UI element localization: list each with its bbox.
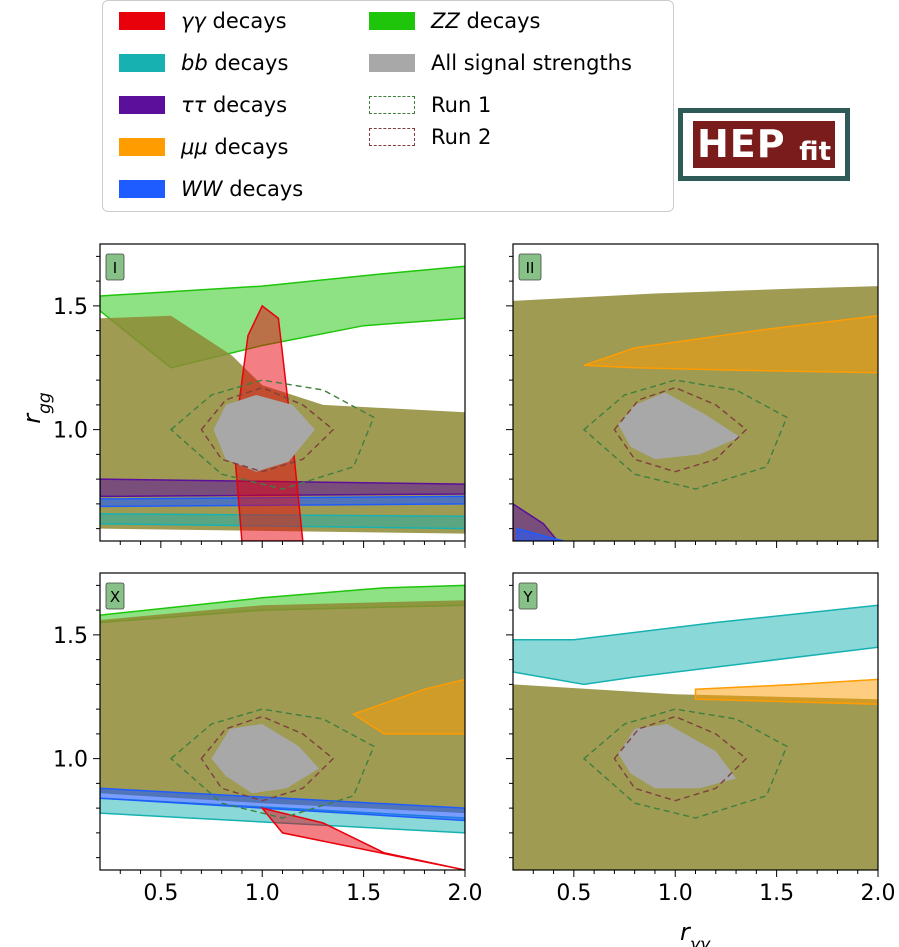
- legend: γγ decays bb decays ττ decays μμ decays …: [102, 0, 674, 212]
- panel-label: I: [113, 259, 117, 277]
- region-ww: [516, 527, 564, 541]
- region-all: [618, 392, 741, 460]
- y-tick-label: 1.5: [53, 624, 88, 649]
- x-tick-label: 0.5: [556, 881, 591, 906]
- legend-swatch-zz: [369, 12, 415, 30]
- panel-x-regions: [100, 584, 465, 870]
- contour-run2: [200, 386, 335, 473]
- panel-ii: II: [506, 243, 879, 548]
- x-tick-label: 2.0: [861, 881, 896, 906]
- legend-item-ww: WW decays: [119, 175, 303, 203]
- legend-item-tautau: ττ decays: [119, 91, 287, 119]
- panel-label-badge: [105, 253, 125, 281]
- contour-run1: [169, 379, 375, 490]
- region-all: [211, 724, 319, 794]
- legend-swatch-gg: [119, 12, 165, 30]
- legend-item-zz: ZZ decays: [369, 7, 541, 35]
- legend-label-mumu-italic: μμ: [181, 135, 208, 159]
- legend-swatch-run2: [369, 128, 415, 146]
- legend-item-gg: γγ decays: [119, 7, 287, 35]
- panel-y-regions: [513, 604, 878, 870]
- x-tick-label: 1.0: [245, 881, 280, 906]
- panel-label-badge: [518, 582, 538, 610]
- x-tick-label: 0.5: [143, 881, 178, 906]
- panel-i-regions: [100, 265, 465, 541]
- panel-label: Y: [522, 588, 533, 606]
- panel-y: Y 0.5 1.0 1.5 2.0: [506, 572, 896, 906]
- x-tick-label: 2.0: [448, 881, 483, 906]
- legend-label-mumu-text: decays: [207, 135, 289, 159]
- legend-swatch-ww: [119, 180, 165, 198]
- legend-item-run1: Run 1: [369, 91, 491, 119]
- legend-swatch-mumu: [119, 138, 165, 156]
- x-axis-label: rγγ: [680, 918, 711, 947]
- legend-item-all: All signal strengths: [369, 49, 632, 77]
- legend-label-gg-text: decays: [205, 9, 287, 33]
- hepfit-logo-small-text: fit: [799, 137, 831, 167]
- region-mumu: [694, 678, 878, 705]
- panel-x: X 0.5 1.0 1.5 2.0 1.0 1.5: [53, 572, 483, 906]
- region-olive: [100, 600, 465, 814]
- legend-label-run2: Run 2: [431, 125, 492, 149]
- panel-label: X: [110, 588, 120, 606]
- legend-label-zz-text: decays: [459, 9, 541, 33]
- x-tick-label: 1.0: [658, 881, 693, 906]
- panels-group: I 1.0 1.5 II X 0.5 1.0 1.5 2.0 1.0 1.5 Y 0.5 1.0 1.5 2.…: [53, 243, 896, 906]
- legend-swatch-run1: [369, 96, 415, 114]
- region-mumu: [583, 315, 878, 374]
- panel-i: I 1.0 1.5: [53, 243, 466, 548]
- legend-label-ww-italic: WW: [181, 177, 223, 201]
- legend-label-tautau-italic: ττ: [181, 93, 207, 117]
- legend-swatch-all: [369, 54, 415, 72]
- contour-run2: [200, 715, 335, 802]
- panel-label-badge: [105, 582, 125, 610]
- panel-label: II: [526, 259, 535, 277]
- legend-label-bb-italic: bb: [181, 51, 208, 75]
- y-tick-label: 1.0: [53, 748, 88, 773]
- contour-run2: [613, 386, 748, 473]
- hepfit-logo-big-text: HEP: [697, 122, 786, 166]
- region-all: [213, 395, 315, 472]
- panel-ii-regions: [513, 286, 878, 541]
- region-bb: [513, 604, 878, 686]
- legend-label-tautau-text: decays: [206, 93, 288, 117]
- legend-label-run1: Run 1: [431, 93, 492, 117]
- legend-label-gg-italic: γγ: [181, 9, 206, 33]
- legend-label-ww-text: decays: [222, 177, 304, 201]
- region-gg: [260, 806, 465, 870]
- hepfit-logo-inner: HEP fit: [693, 121, 835, 168]
- legend-swatch-tautau: [119, 96, 165, 114]
- y-axis-label: rgg: [18, 392, 55, 424]
- panel-label-badge: [518, 253, 542, 281]
- contour-run1: [582, 379, 788, 490]
- legend-item-mumu: μμ decays: [119, 133, 288, 161]
- legend-item-run2: Run 2: [369, 123, 491, 151]
- legend-label-bb-text: decays: [207, 51, 289, 75]
- region-ww: [100, 787, 465, 822]
- x-tick-label: 1.5: [759, 881, 794, 906]
- hepfit-logo: HEP fit: [678, 108, 850, 181]
- region-mumu: [351, 678, 465, 735]
- y-tick-label: 1.0: [53, 419, 88, 444]
- y-tick-label: 1.5: [53, 295, 88, 320]
- legend-label-zz-italic: ZZ: [431, 9, 460, 33]
- legend-label-all: All signal strengths: [431, 51, 632, 75]
- region-all: [618, 724, 737, 789]
- legend-item-bb: bb decays: [119, 49, 288, 77]
- contour-run1: [169, 708, 375, 819]
- contour-run2: [613, 715, 748, 802]
- x-tick-label: 1.5: [346, 881, 381, 906]
- contour-run1: [582, 708, 788, 819]
- legend-swatch-bb: [119, 54, 165, 72]
